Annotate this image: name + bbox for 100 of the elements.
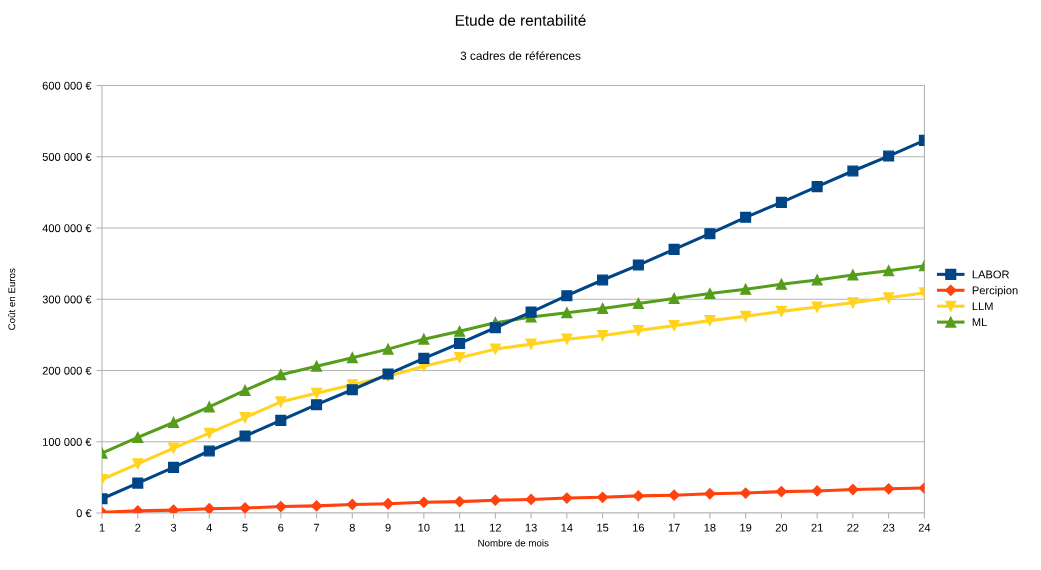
point bbox=[632, 259, 644, 271]
point bbox=[704, 287, 716, 300]
point bbox=[704, 228, 716, 240]
point bbox=[668, 320, 680, 332]
y-tick-label: 0 € bbox=[76, 509, 92, 518]
x-tick-label: 13 bbox=[525, 523, 537, 532]
point bbox=[775, 305, 787, 317]
point bbox=[203, 427, 215, 439]
point bbox=[561, 290, 573, 302]
x-tick-label: 22 bbox=[847, 523, 859, 532]
x-tick-label: 10 bbox=[418, 523, 430, 532]
point bbox=[883, 292, 895, 304]
point bbox=[561, 333, 573, 345]
point bbox=[775, 196, 787, 208]
point bbox=[203, 401, 215, 413]
point bbox=[775, 278, 787, 290]
point bbox=[346, 498, 358, 511]
point bbox=[740, 310, 752, 322]
point bbox=[740, 487, 752, 499]
point bbox=[883, 265, 895, 277]
point bbox=[525, 493, 537, 506]
point bbox=[167, 442, 180, 454]
legend-label: ML bbox=[972, 318, 987, 326]
point bbox=[239, 502, 251, 513]
x-tick-label: 19 bbox=[740, 523, 752, 532]
point bbox=[489, 322, 501, 334]
point bbox=[454, 325, 466, 337]
point bbox=[525, 338, 537, 350]
legend-label: Percipion bbox=[972, 286, 1018, 297]
x-tick-label: 15 bbox=[597, 523, 609, 532]
point bbox=[525, 306, 537, 318]
x-tick-label: 4 bbox=[206, 523, 213, 532]
point bbox=[704, 315, 716, 327]
x-tick-label: 14 bbox=[561, 523, 573, 532]
legend-label: LLM bbox=[972, 302, 993, 311]
point bbox=[561, 492, 573, 504]
x-tick-label: 5 bbox=[242, 523, 248, 532]
x-tick-label: 7 bbox=[314, 523, 320, 532]
point bbox=[275, 500, 287, 513]
x-tick-label: 17 bbox=[668, 523, 680, 532]
point bbox=[310, 387, 323, 399]
point bbox=[310, 399, 323, 411]
point bbox=[346, 352, 358, 364]
y-axis-title: Coût en Euros bbox=[8, 268, 16, 330]
point bbox=[847, 297, 859, 309]
point bbox=[203, 445, 215, 457]
point bbox=[811, 181, 823, 193]
x-tick-label: 12 bbox=[490, 523, 501, 532]
point bbox=[239, 411, 251, 424]
point bbox=[132, 431, 144, 444]
x-tick-label: 21 bbox=[811, 523, 823, 532]
point bbox=[310, 500, 323, 512]
point bbox=[275, 414, 287, 426]
point bbox=[167, 461, 180, 473]
point bbox=[847, 269, 859, 281]
point bbox=[847, 165, 859, 177]
x-tick-label: 8 bbox=[349, 523, 355, 532]
point bbox=[382, 343, 394, 355]
point bbox=[597, 274, 609, 286]
point bbox=[597, 302, 609, 315]
y-tick-label: 400 000 € bbox=[42, 224, 92, 233]
point bbox=[418, 496, 430, 508]
point bbox=[597, 330, 609, 342]
x-tick-label: 11 bbox=[454, 523, 465, 532]
x-tick-label: 24 bbox=[918, 523, 931, 532]
chart-title: Etude de rentabilité bbox=[455, 14, 586, 26]
point bbox=[740, 211, 752, 223]
point bbox=[632, 325, 644, 337]
chart-subtitle: 3 cadres de références bbox=[460, 51, 581, 60]
point bbox=[167, 416, 180, 429]
point bbox=[454, 337, 466, 349]
point bbox=[132, 458, 144, 470]
point bbox=[203, 503, 215, 513]
x-tick-label: 16 bbox=[633, 523, 645, 532]
y-tick-label: 600 000 € bbox=[42, 81, 92, 90]
point bbox=[418, 333, 430, 345]
x-tick-label: 3 bbox=[170, 523, 177, 532]
point bbox=[310, 360, 323, 372]
point bbox=[811, 301, 823, 313]
point bbox=[847, 483, 859, 496]
point bbox=[489, 494, 501, 506]
point bbox=[275, 396, 287, 408]
legend-label: LABOR bbox=[972, 270, 1010, 279]
point bbox=[346, 384, 358, 396]
x-tick-label: 9 bbox=[385, 523, 391, 532]
x-tick-label: 20 bbox=[775, 523, 788, 532]
point bbox=[561, 307, 573, 319]
point bbox=[811, 274, 823, 286]
point bbox=[489, 343, 501, 355]
point bbox=[418, 352, 430, 364]
y-tick-label: 500 000 € bbox=[42, 153, 92, 161]
point bbox=[668, 489, 680, 501]
point bbox=[740, 283, 752, 295]
x-tick-label: 23 bbox=[883, 523, 895, 532]
y-tick-label: 200 000 € bbox=[42, 366, 92, 375]
point bbox=[632, 490, 644, 502]
point bbox=[668, 292, 680, 305]
point bbox=[704, 488, 716, 500]
point bbox=[132, 477, 144, 489]
x-tick-label: 18 bbox=[704, 523, 716, 532]
